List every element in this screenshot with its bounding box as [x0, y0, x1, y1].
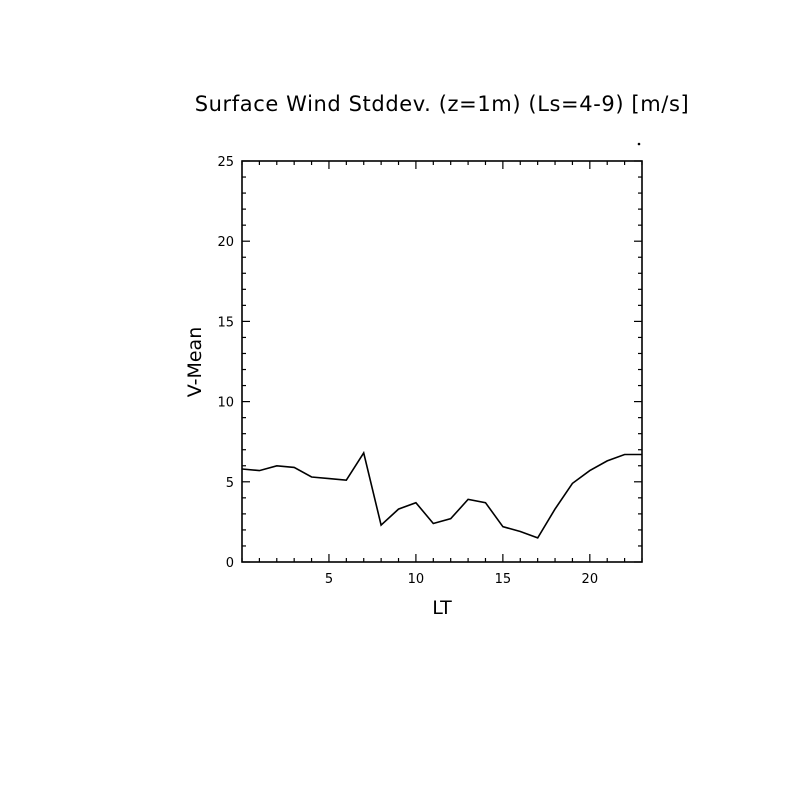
plot-frame: [241, 160, 643, 563]
corner-dot-marker: [637, 142, 641, 146]
x-tick-label: 20: [582, 572, 599, 587]
chart-title: Surface Wind Stddev. (z=1m) (Ls=4-9) [m/…: [195, 92, 690, 116]
y-tick-label: 15: [217, 315, 234, 330]
plot-area: 5 10 15 20 0 5 10 15 20 25: [217, 142, 643, 587]
y-tick-label: 10: [217, 396, 234, 411]
y-tick-label: 5: [226, 476, 234, 491]
x-tick-label: 15: [495, 572, 512, 587]
y-tick-label: 25: [217, 155, 234, 170]
x-axis-label: LT: [432, 597, 452, 619]
x-tick-label: 5: [325, 572, 333, 587]
y-axis-label: V-Mean: [184, 327, 206, 398]
y-tick-label: 0: [226, 556, 234, 571]
x-tick-label: 10: [408, 572, 425, 587]
y-tick-label: 20: [217, 235, 234, 250]
series-line: [241, 450, 642, 539]
